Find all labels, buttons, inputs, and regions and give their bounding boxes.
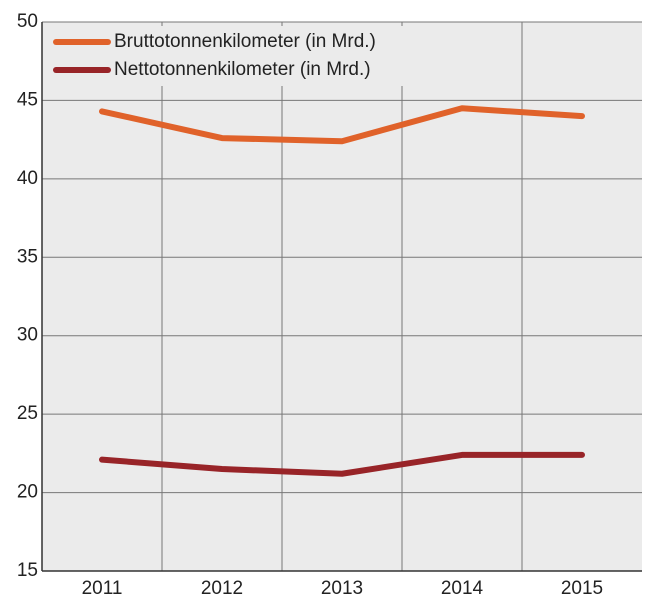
series-line (99, 451, 585, 477)
y-tick-label: 35 (17, 246, 38, 267)
plot-area (42, 22, 642, 571)
y-tick-label: 40 (17, 168, 38, 189)
x-tick-label: 2012 (201, 578, 243, 599)
legend-label: Nettotonnenkilometer (in Mrd.) (114, 59, 371, 80)
y-tick-label: 45 (17, 89, 38, 110)
y-tick-label: 20 (17, 482, 38, 503)
x-tick-label: 2015 (561, 578, 603, 599)
y-tick-label: 30 (17, 325, 38, 346)
x-tick-label: 2011 (82, 578, 123, 599)
x-tick-label: 2013 (321, 578, 363, 599)
y-tick-label: 25 (17, 403, 38, 424)
y-tick-label: 15 (17, 560, 38, 581)
x-tick-label: 2014 (441, 578, 484, 599)
series-line (99, 105, 585, 145)
legend-box (48, 26, 458, 86)
y-tick-label: 50 (17, 11, 38, 32)
legend-label: Bruttotonnenkilometer (in Mrd.) (114, 31, 376, 52)
